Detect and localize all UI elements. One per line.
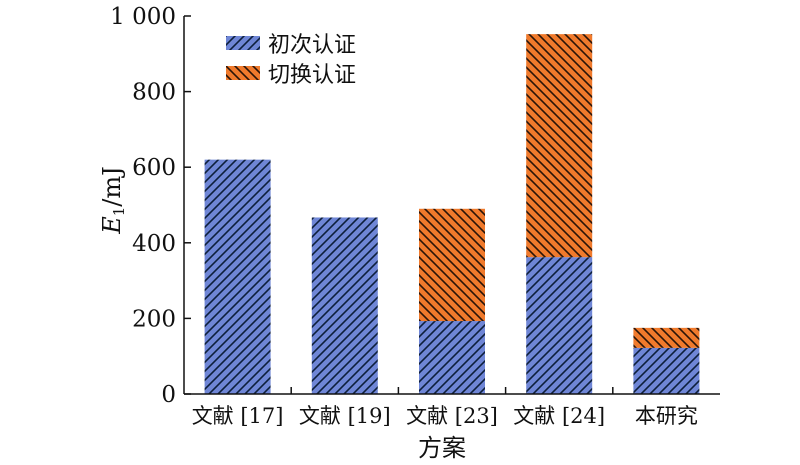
legend-swatch-handover-auth (226, 66, 260, 80)
x-tick-label-4: 本研究 (635, 404, 698, 428)
bar-first-auth-1 (311, 217, 378, 394)
bar-handover-auth-2 (419, 208, 485, 322)
bars-layer (204, 34, 700, 394)
bar-handover-auth-3 (526, 34, 593, 258)
legend: 初次认证 切换认证 (226, 28, 356, 88)
bar-first-auth-3 (526, 257, 593, 394)
legend-label-first-auth: 初次认证 (268, 33, 357, 58)
x-tick-label-2: 文献 [23] (406, 404, 498, 428)
y-tick-label-200: 200 (132, 306, 176, 332)
x-tick-label-3: 文献 [24] (513, 404, 605, 428)
bar-handover-auth-4 (633, 327, 700, 348)
axes: 0 200 400 600 800 1 000 文献 [17] 文献 [19] 文献 [23] 文… (110, 4, 720, 428)
bar-first-auth-4 (633, 347, 700, 394)
x-axis-label: 方案 (418, 434, 466, 462)
y-tick-label-800: 800 (132, 80, 176, 106)
legend-item-first-auth: 初次认证 (226, 28, 356, 58)
y-tick-label-0: 0 (161, 382, 176, 408)
x-tick-label-0: 文献 [17] (192, 404, 284, 428)
y-axis-label-subscript: 1 (110, 207, 128, 217)
y-tick-label-1000: 1 000 (110, 4, 176, 30)
y-tick-label-600: 600 (132, 155, 176, 181)
y-axis-label-symbol: E (98, 216, 126, 235)
y-axis-label: E1/mJ (98, 166, 128, 235)
y-tick-label-400: 400 (132, 231, 176, 257)
legend-swatch-first-auth (226, 36, 260, 50)
y-axis-label-unit: /mJ (98, 166, 126, 206)
bar-first-auth-2 (419, 321, 485, 394)
legend-item-handover-auth: 切换认证 (226, 58, 356, 88)
bar-first-auth-0 (204, 159, 271, 394)
legend-label-handover-auth: 切换认证 (268, 63, 357, 88)
x-tick-label-1: 文献 [19] (299, 404, 391, 428)
